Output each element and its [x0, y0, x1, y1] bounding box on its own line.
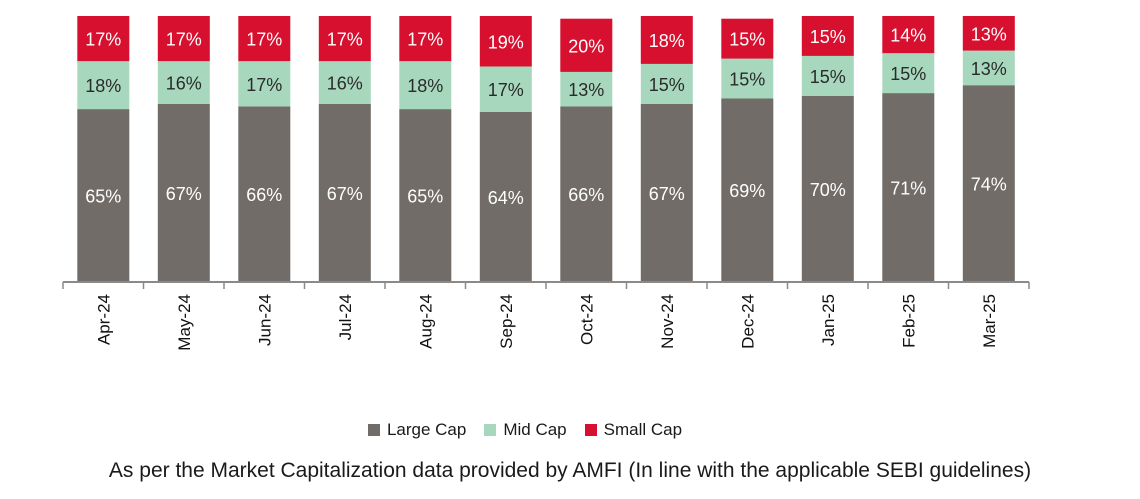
stacked-bar-chart: 65% 18% 17% Apr-24 67% 16% 17% May-24 66% 17% 17% J… [62, 16, 1030, 351]
x-tick-label-aug-24: Aug-24 [416, 294, 435, 349]
data-label-small-cap-apr-24: 17% [85, 30, 121, 50]
x-tick-label-jan-25: Jan-25 [819, 294, 838, 346]
x-tick-label-nov-24: Nov-24 [658, 294, 677, 349]
data-label-small-cap-oct-24: 20% [568, 36, 604, 56]
data-label-mid-cap-jul-24: 16% [327, 74, 363, 94]
x-tick-label-mar-25: Mar-25 [980, 294, 999, 348]
bar-small-cap-feb-25 [882, 16, 935, 54]
data-label-mid-cap-sep-24: 17% [488, 80, 524, 100]
data-label-small-cap-feb-25: 14% [890, 26, 926, 46]
bar-large-cap-sep-24 [479, 111, 532, 282]
data-label-small-cap-aug-24: 17% [407, 30, 443, 50]
bar-mid-cap-nov-24 [640, 63, 693, 104]
bar-small-cap-sep-24 [479, 16, 532, 67]
bar-large-cap-feb-25 [882, 93, 935, 282]
data-label-mid-cap-apr-24: 18% [85, 76, 121, 96]
bar-large-cap-oct-24 [560, 106, 613, 283]
data-label-small-cap-jan-25: 15% [810, 27, 846, 47]
bar-mid-cap-jun-24 [238, 61, 291, 107]
legend-item-small-cap: Small Cap [584, 420, 683, 440]
data-label-large-cap-mar-25: 74% [971, 175, 1007, 195]
bar-mid-cap-apr-24 [77, 61, 130, 110]
data-label-mid-cap-jan-25: 15% [810, 67, 846, 87]
data-label-mid-cap-feb-25: 15% [890, 64, 926, 84]
legend-label-large-cap: Large Cap [386, 420, 467, 439]
footnote: As per the Market Capitalization data pr… [108, 459, 1032, 482]
data-label-mid-cap-jun-24: 17% [246, 75, 282, 95]
data-label-mid-cap-may-24: 16% [166, 74, 202, 94]
bar-small-cap-aug-24 [399, 16, 452, 62]
data-label-large-cap-sep-24: 64% [488, 188, 524, 208]
data-label-small-cap-dec-24: 15% [729, 30, 765, 50]
data-label-small-cap-jun-24: 17% [246, 30, 282, 50]
data-label-large-cap-aug-24: 65% [407, 187, 443, 207]
bar-small-cap-jun-24 [238, 16, 291, 62]
bar-small-cap-jul-24 [318, 16, 371, 62]
bar-mid-cap-may-24 [157, 61, 210, 104]
data-label-large-cap-may-24: 67% [166, 184, 202, 204]
data-label-small-cap-mar-25: 13% [971, 24, 1007, 44]
data-label-mid-cap-aug-24: 18% [407, 76, 443, 96]
legend-item-mid-cap: Mid Cap [484, 420, 567, 440]
bar-large-cap-apr-24 [77, 109, 130, 282]
bar-small-cap-nov-24 [640, 16, 693, 64]
chart-legend: Large Cap Mid Cap Small Cap [0, 420, 1050, 440]
data-label-large-cap-nov-24: 67% [649, 184, 685, 204]
x-tick-label-feb-25: Feb-25 [899, 294, 918, 348]
bar-large-cap-jun-24 [238, 106, 291, 283]
bar-small-cap-mar-25 [962, 16, 1015, 51]
x-tick-label-oct-24: Oct-24 [577, 294, 596, 345]
data-label-large-cap-feb-25: 71% [890, 179, 926, 199]
bar-large-cap-aug-24 [399, 109, 452, 282]
legend-item-large-cap: Large Cap [367, 420, 467, 440]
x-tick-label-may-24: May-24 [175, 294, 194, 351]
x-tick-label-jun-24: Jun-24 [255, 294, 274, 346]
x-tick-label-dec-24: Dec-24 [738, 294, 757, 349]
bar-small-cap-dec-24 [721, 18, 774, 59]
data-label-large-cap-jun-24: 66% [246, 185, 282, 205]
bar-small-cap-apr-24 [77, 16, 130, 62]
x-tick-label-jul-24: Jul-24 [336, 294, 355, 340]
legend-label-mid-cap: Mid Cap [503, 420, 567, 439]
legend-swatch-small-cap [584, 424, 597, 436]
bar-large-cap-dec-24 [721, 98, 774, 282]
bar-mid-cap-oct-24 [560, 71, 613, 107]
bar-mid-cap-feb-25 [882, 53, 935, 94]
data-label-mid-cap-dec-24: 15% [729, 70, 765, 90]
data-label-mid-cap-oct-24: 13% [568, 80, 604, 100]
bar-mid-cap-jan-25 [801, 55, 854, 96]
data-label-mid-cap-nov-24: 15% [649, 75, 685, 95]
data-label-large-cap-oct-24: 66% [568, 185, 604, 205]
data-label-small-cap-jul-24: 17% [327, 30, 363, 50]
data-label-large-cap-apr-24: 65% [85, 187, 121, 207]
bar-large-cap-mar-25 [962, 85, 1015, 282]
bar-mid-cap-aug-24 [399, 61, 452, 110]
data-label-large-cap-jan-25: 70% [810, 180, 846, 200]
data-label-large-cap-jul-24: 67% [327, 184, 363, 204]
data-label-small-cap-sep-24: 19% [488, 32, 524, 52]
bar-large-cap-may-24 [157, 103, 210, 282]
bar-large-cap-jul-24 [318, 103, 371, 282]
bar-small-cap-may-24 [157, 16, 210, 62]
legend-swatch-large-cap [367, 424, 380, 436]
bar-large-cap-jan-25 [801, 95, 854, 282]
x-tick-label-sep-24: Sep-24 [497, 294, 516, 349]
x-tick-label-apr-24: Apr-24 [94, 294, 113, 345]
bar-small-cap-jan-25 [801, 16, 854, 56]
bar-mid-cap-dec-24 [721, 58, 774, 99]
bar-mid-cap-mar-25 [962, 50, 1015, 86]
bar-mid-cap-jul-24 [318, 61, 371, 104]
legend-label-small-cap: Small Cap [603, 420, 683, 439]
bar-mid-cap-sep-24 [479, 66, 532, 112]
bar-small-cap-oct-24 [560, 18, 613, 72]
data-label-mid-cap-mar-25: 13% [971, 59, 1007, 79]
legend-swatch-mid-cap [484, 424, 497, 436]
chart-svg: 65% 18% 17% Apr-24 67% 16% 17% May-24 66% 17% 17% J… [62, 16, 1030, 351]
bar-large-cap-nov-24 [640, 103, 693, 282]
data-label-small-cap-nov-24: 18% [649, 31, 685, 51]
data-label-small-cap-may-24: 17% [166, 30, 202, 50]
data-label-large-cap-dec-24: 69% [729, 181, 765, 201]
